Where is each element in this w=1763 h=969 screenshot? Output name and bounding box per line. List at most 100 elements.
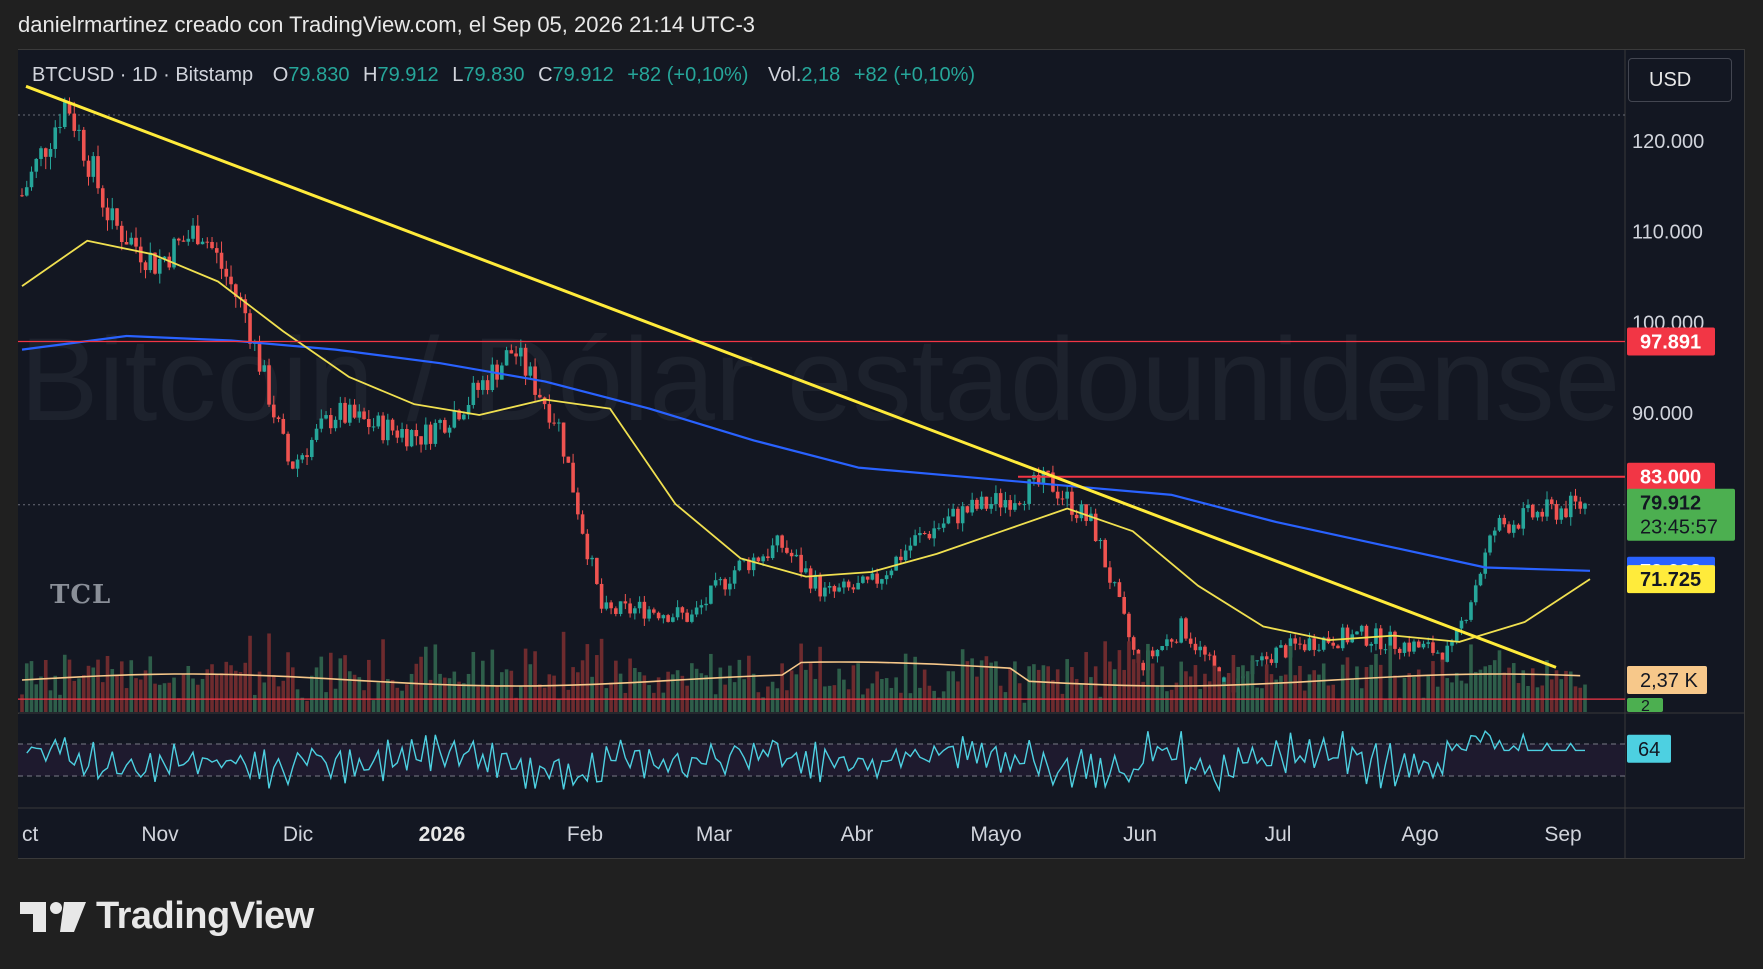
candle-body xyxy=(34,158,39,172)
volume-bar xyxy=(1046,666,1050,712)
candle-body xyxy=(20,195,24,197)
time-axis-label: Nov xyxy=(141,823,179,846)
candle-body xyxy=(1108,567,1112,583)
candle-body xyxy=(286,433,290,462)
volume-bar xyxy=(913,656,917,712)
volume-bar xyxy=(1421,697,1426,712)
candle-body xyxy=(1336,645,1340,649)
candle-body xyxy=(528,366,533,376)
candle-body xyxy=(485,380,490,391)
volume-bar xyxy=(452,671,457,712)
volume-bar xyxy=(770,681,775,712)
candle-body xyxy=(386,419,390,441)
volume-bar xyxy=(856,663,860,712)
volume-bar xyxy=(870,683,875,712)
tradingview-logo[interactable]: TradingView xyxy=(20,895,314,938)
candle-body xyxy=(1093,513,1098,542)
volume-bar xyxy=(994,661,998,712)
volume-bar xyxy=(1022,702,1027,712)
candle-body xyxy=(927,533,932,539)
candle-body xyxy=(1051,472,1055,492)
volume-bar xyxy=(157,684,162,712)
candle-body xyxy=(400,428,404,438)
volume-bar xyxy=(414,663,419,712)
candle-body xyxy=(1388,631,1393,650)
time-axis-label: Mar xyxy=(696,823,732,846)
volume-bar xyxy=(1217,671,1221,712)
volume-bar xyxy=(918,687,922,712)
candle-body xyxy=(77,129,81,131)
candle-body xyxy=(1193,643,1198,651)
candle-body xyxy=(67,102,72,114)
candle-body xyxy=(43,148,48,157)
candle-body xyxy=(823,587,827,597)
candle-body xyxy=(1364,625,1369,646)
volume-bar xyxy=(1269,674,1274,712)
volume-bar xyxy=(1488,665,1492,712)
volume-bar xyxy=(846,689,851,712)
currency-button[interactable]: USD xyxy=(1628,58,1732,102)
candle-body xyxy=(328,415,333,429)
volume-bar xyxy=(271,674,276,712)
candle-body xyxy=(1502,517,1507,525)
volume-bar xyxy=(1412,676,1416,712)
candle-body xyxy=(856,582,860,590)
candle-body xyxy=(138,246,143,263)
volume-bar xyxy=(1065,659,1069,712)
candle-body xyxy=(300,455,305,460)
volume-bar xyxy=(1165,691,1169,712)
candle-body xyxy=(918,533,922,536)
candle-body xyxy=(248,313,252,344)
symbol-info[interactable]: BTCUSD · 1D · Bitstamp xyxy=(32,64,254,86)
candle-body xyxy=(348,404,352,423)
candle-body xyxy=(1312,638,1317,650)
volume-bar xyxy=(590,676,594,712)
volume-bar xyxy=(1407,673,1412,712)
volume-bar xyxy=(1146,643,1150,712)
candle-body xyxy=(1264,656,1269,660)
volume-bar xyxy=(1554,670,1559,712)
candle-body xyxy=(162,256,167,260)
volume-bar xyxy=(405,684,409,712)
volume-bar xyxy=(808,663,813,712)
candle-body xyxy=(1036,474,1041,485)
candle-body xyxy=(205,241,210,243)
candle-body xyxy=(865,576,870,580)
volume-bar xyxy=(1274,679,1279,712)
price-tick-label: 120.000 xyxy=(1632,131,1704,153)
trendline xyxy=(25,84,1557,669)
volume-bar xyxy=(214,673,219,712)
candle-body xyxy=(571,462,575,493)
volume-bar xyxy=(557,699,561,712)
candle-body xyxy=(519,347,523,357)
candle-body xyxy=(1283,645,1288,658)
volume-bar xyxy=(1245,671,1250,712)
candle-body xyxy=(262,365,267,372)
candle-body xyxy=(637,601,642,609)
volume-bar xyxy=(709,653,713,712)
price-tag xyxy=(1627,488,1735,541)
candle-body xyxy=(243,299,248,314)
volume-bar xyxy=(1108,661,1112,712)
candle-body xyxy=(224,268,229,277)
candle-body xyxy=(1497,517,1502,531)
candle-body xyxy=(566,456,571,463)
volume-bar xyxy=(1036,669,1041,712)
volume-bar xyxy=(29,661,34,712)
volume-bar xyxy=(1041,665,1046,712)
volume-bar xyxy=(675,670,680,712)
volume-bar xyxy=(233,670,238,712)
volume-bar xyxy=(243,662,248,712)
volume-bar xyxy=(343,655,347,712)
volume-bar xyxy=(903,653,908,712)
candle-body xyxy=(1117,582,1122,597)
candle-body xyxy=(628,603,632,614)
price-tick-label: 110.000 xyxy=(1632,222,1703,244)
candle-body xyxy=(704,603,708,606)
volume-bar xyxy=(609,682,613,712)
volume-bar xyxy=(1008,667,1012,712)
volume-bar xyxy=(462,683,466,712)
volume-bar xyxy=(172,677,176,712)
volume-bar xyxy=(680,675,685,712)
